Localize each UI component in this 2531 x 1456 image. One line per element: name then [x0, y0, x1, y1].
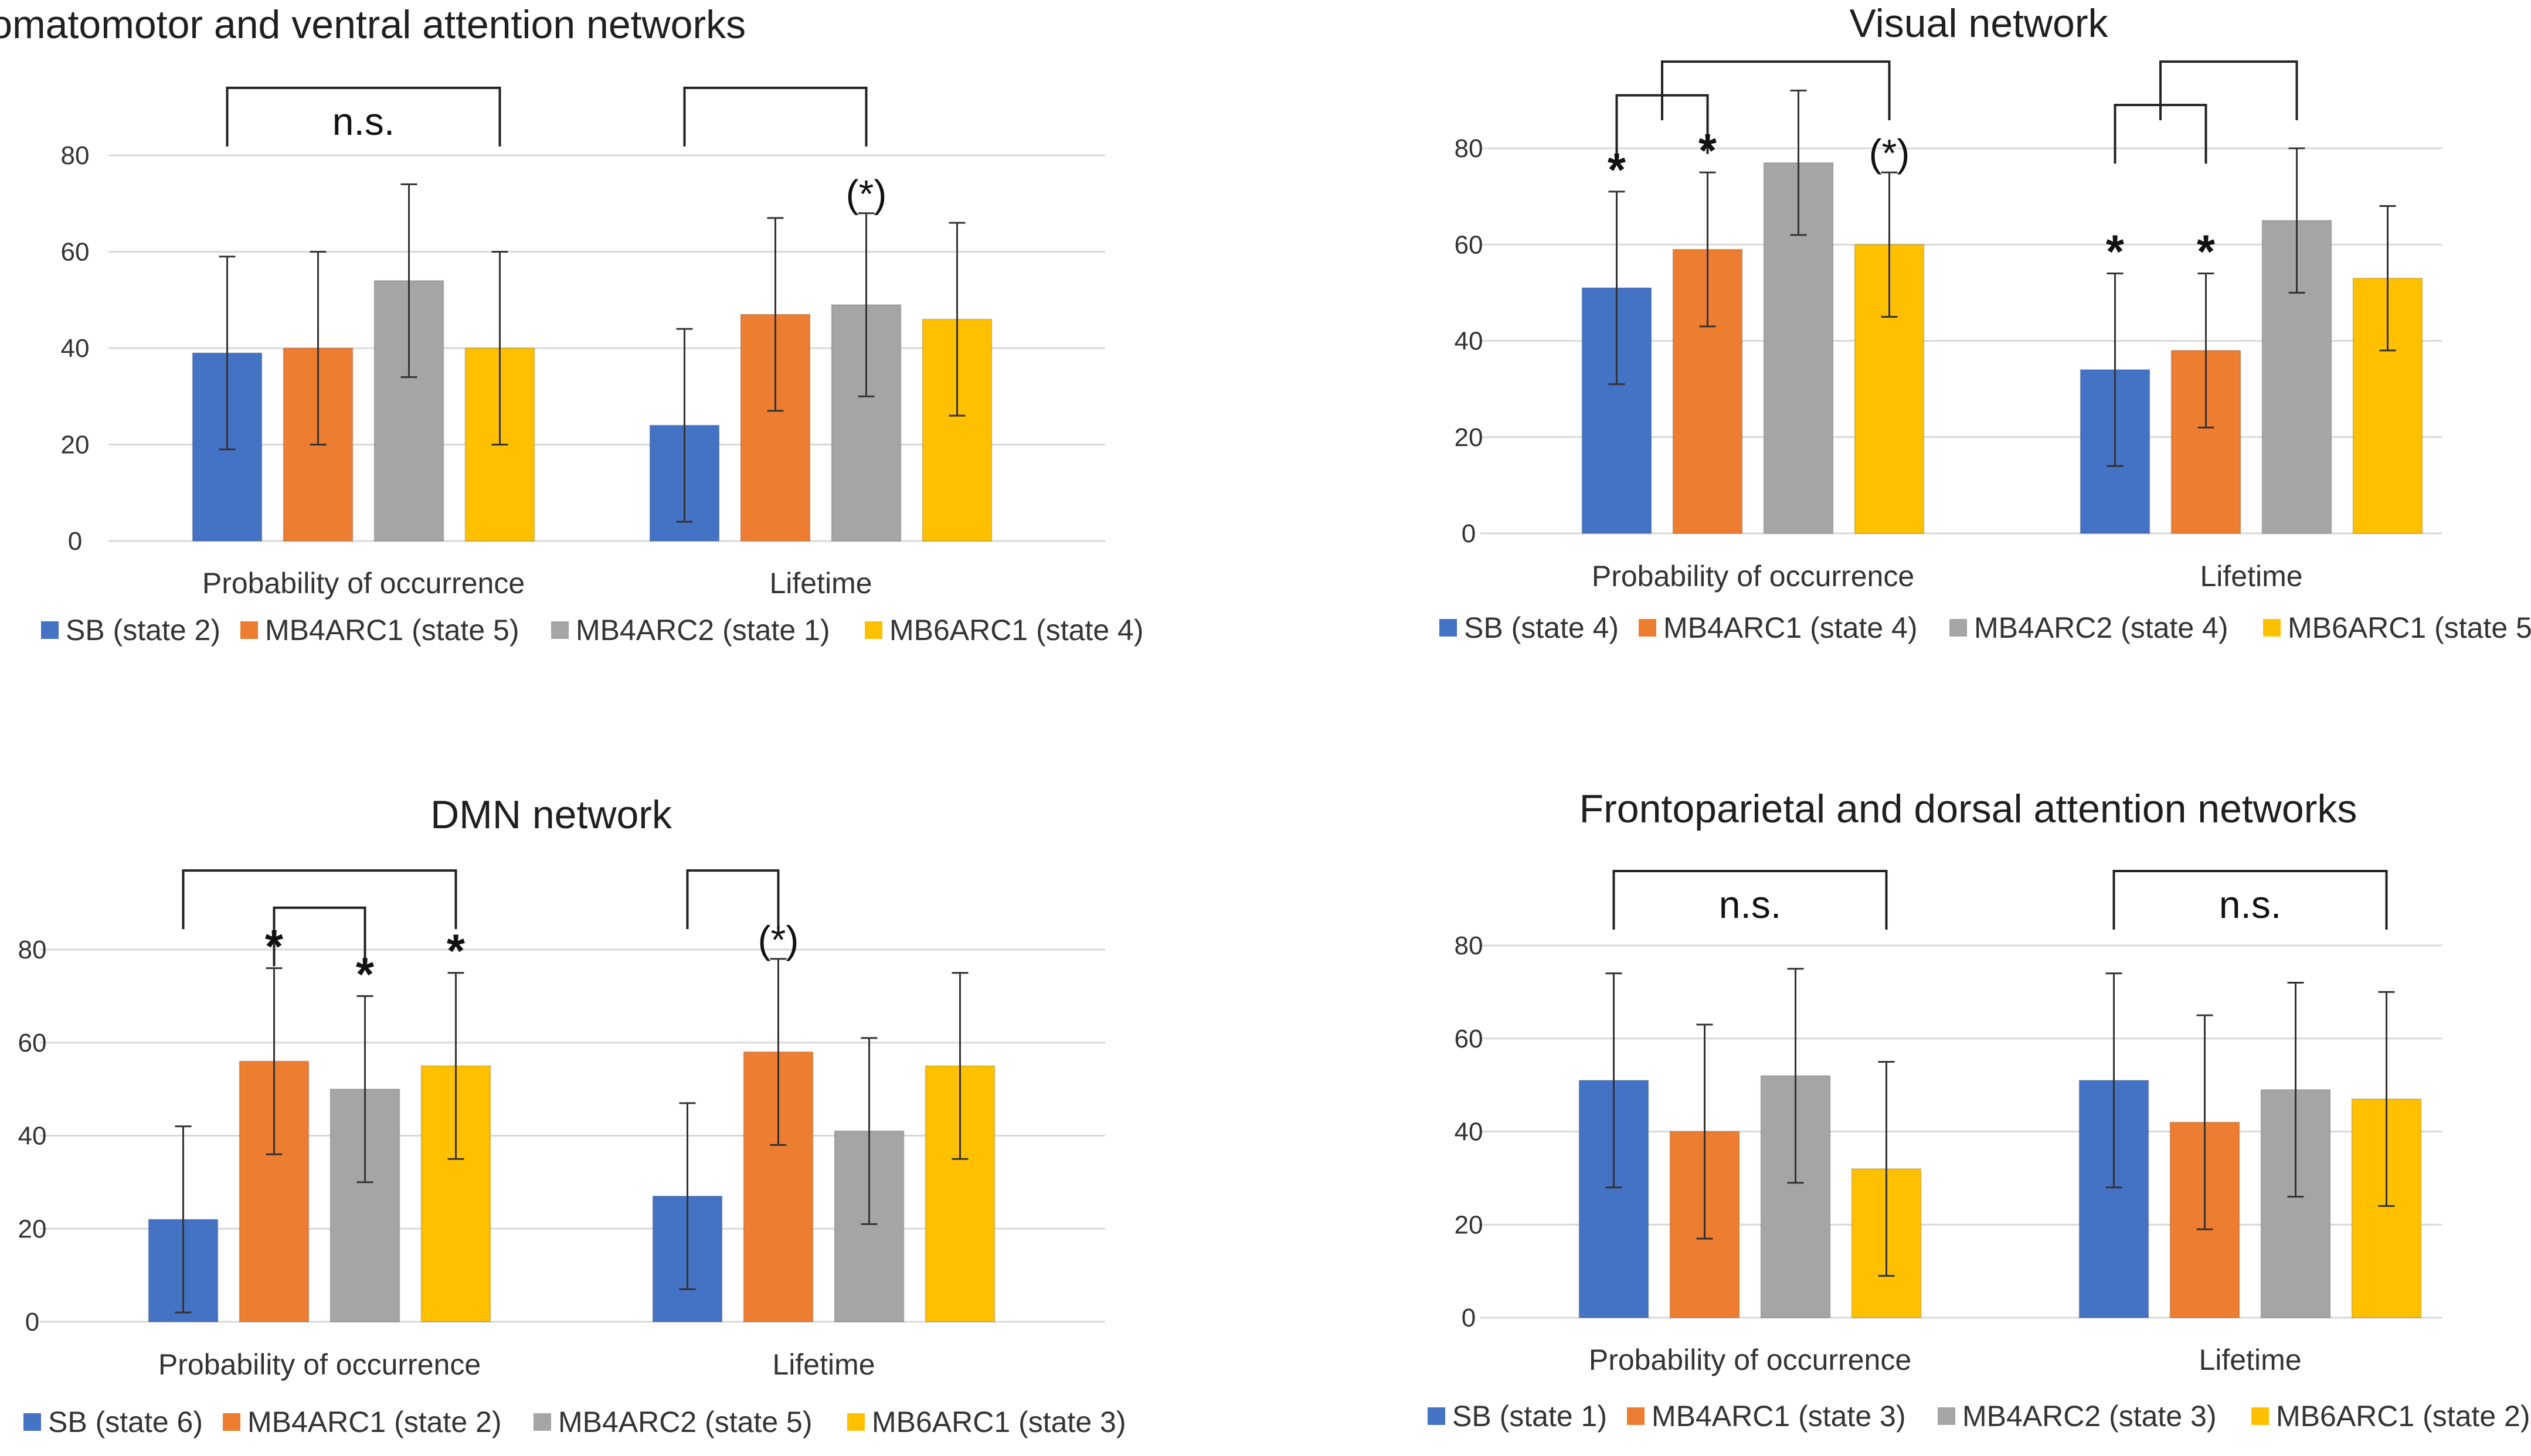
- y-tick-label: 60: [1455, 1025, 1483, 1053]
- legend-swatch: [1439, 619, 1457, 637]
- significance-marker: (*): [846, 172, 887, 216]
- significance-bracket: [686, 869, 780, 930]
- chart-4: Frontoparietal and dorsal attention netw…: [1428, 787, 2530, 1433]
- chart-1: Somatomotor and ventral attention networ…: [0, 2, 1143, 647]
- legend-swatch: [23, 1413, 41, 1431]
- y-tick-label: 40: [18, 1122, 47, 1151]
- significance-bracket: [1661, 60, 1891, 121]
- legend-swatch: [223, 1413, 240, 1431]
- significance-bracket: [273, 906, 366, 967]
- legend-swatch: [240, 621, 258, 639]
- y-tick-label: 0: [1462, 1304, 1476, 1332]
- significance-star: *: [1698, 124, 1717, 176]
- significance-bracket: [683, 86, 868, 147]
- legend-swatch: [1938, 1407, 1955, 1425]
- x-category-label: Lifetime: [769, 567, 872, 600]
- y-tick-label: 60: [61, 238, 90, 267]
- y-tick-label: 40: [1455, 327, 1483, 356]
- legend-label: SB (state 1): [1452, 1400, 1607, 1433]
- y-tick-label: 60: [1455, 230, 1483, 259]
- x-category-label: Probability of occurrence: [202, 567, 525, 600]
- y-tick-label: 20: [18, 1215, 47, 1243]
- x-category-label: Probability of occurrence: [158, 1348, 481, 1381]
- legend-swatch: [534, 1413, 551, 1431]
- chart-title: Somatomotor and ventral attention networ…: [0, 2, 746, 47]
- y-tick-label: 20: [61, 431, 90, 460]
- x-category-label: Lifetime: [2200, 560, 2302, 593]
- significance-marker: (*): [1869, 131, 1910, 175]
- significance-star: *: [2106, 226, 2125, 278]
- chart-3: DMN network 0 20 40 60 80 Probability of occur…: [18, 792, 1126, 1438]
- y-tick-label: 40: [1455, 1118, 1483, 1147]
- x-category-label: Probability of occurrence: [1589, 1343, 1911, 1376]
- legend-swatch: [1627, 1407, 1645, 1425]
- legend-swatch: [847, 1413, 865, 1431]
- legend-label: MB4ARC2 (state 5): [558, 1406, 812, 1438]
- significance-star: *: [1608, 144, 1626, 196]
- significance-bracket: [1612, 870, 1888, 930]
- significance-label: n.s.: [332, 100, 395, 143]
- legend-swatch: [551, 621, 569, 639]
- x-category-label: Lifetime: [772, 1348, 875, 1381]
- x-category-label: Lifetime: [2199, 1343, 2301, 1376]
- y-tick-label: 20: [1455, 1210, 1483, 1239]
- legend-label: MB4ARC1 (state 3): [1652, 1400, 1905, 1433]
- legend-swatch: [41, 621, 59, 639]
- significance-bracket: [2112, 870, 2388, 930]
- x-category-label: Probability of occurrence: [1592, 560, 1914, 593]
- significance-label: n.s.: [2219, 883, 2281, 926]
- legend-label: MB6ARC1 (state 5): [2288, 611, 2531, 644]
- y-tick-label: 80: [1455, 134, 1483, 163]
- legend-swatch: [2251, 1407, 2269, 1425]
- significance-star: *: [2197, 226, 2216, 278]
- chart-title: Visual network: [1850, 1, 2109, 46]
- chart-2: Visual network 0 20 40 60 80 Probability of oc…: [1439, 1, 2531, 644]
- y-tick-label: 0: [1462, 519, 1476, 548]
- legend-label: MB4ARC1 (state 5): [265, 614, 519, 647]
- legend-swatch: [1949, 619, 1967, 637]
- legend-label: MB4ARC2 (state 4): [1974, 611, 2228, 644]
- legend-label: SB (state 6): [48, 1406, 203, 1438]
- y-tick-label: 80: [1455, 931, 1483, 960]
- legend-label: SB (state 4): [1464, 611, 1619, 644]
- legend-swatch: [1639, 619, 1656, 637]
- legend-swatch: [2263, 619, 2281, 637]
- legend-label: MB4ARC2 (state 3): [1962, 1400, 2216, 1433]
- y-tick-label: 40: [61, 334, 90, 363]
- legend-swatch: [1428, 1407, 1445, 1425]
- significance-bracket: [182, 869, 457, 930]
- legend-label: MB4ARC1 (state 4): [1663, 611, 1917, 644]
- legend-label: MB4ARC2 (state 1): [576, 614, 830, 647]
- legend-label: MB6ARC1 (state 2): [2276, 1400, 2530, 1433]
- y-tick-label: 0: [25, 1308, 39, 1336]
- chart-title: DMN network: [430, 792, 672, 837]
- significance-bracket: [226, 86, 501, 147]
- significance-star: *: [265, 920, 284, 972]
- legend-label: MB6ARC1 (state 3): [872, 1406, 1126, 1438]
- significance-star: *: [356, 948, 375, 1000]
- y-tick-label: 20: [1455, 423, 1483, 452]
- legend-swatch: [865, 621, 882, 639]
- chart-title: Frontoparietal and dorsal attention netw…: [1579, 787, 2357, 831]
- significance-marker: (*): [758, 918, 799, 961]
- y-tick-label: 60: [18, 1029, 47, 1057]
- y-tick-label: 0: [68, 527, 82, 556]
- y-tick-label: 80: [18, 935, 47, 964]
- legend-label: MB4ARC1 (state 2): [247, 1406, 501, 1438]
- legend-label: MB6ARC1 (state 4): [889, 614, 1143, 647]
- significance-label: n.s.: [1719, 883, 1781, 926]
- legend-label: SB (state 2): [66, 614, 220, 647]
- y-tick-label: 80: [61, 141, 90, 170]
- significance-star: *: [447, 925, 466, 977]
- significance-bracket: [2159, 60, 2298, 121]
